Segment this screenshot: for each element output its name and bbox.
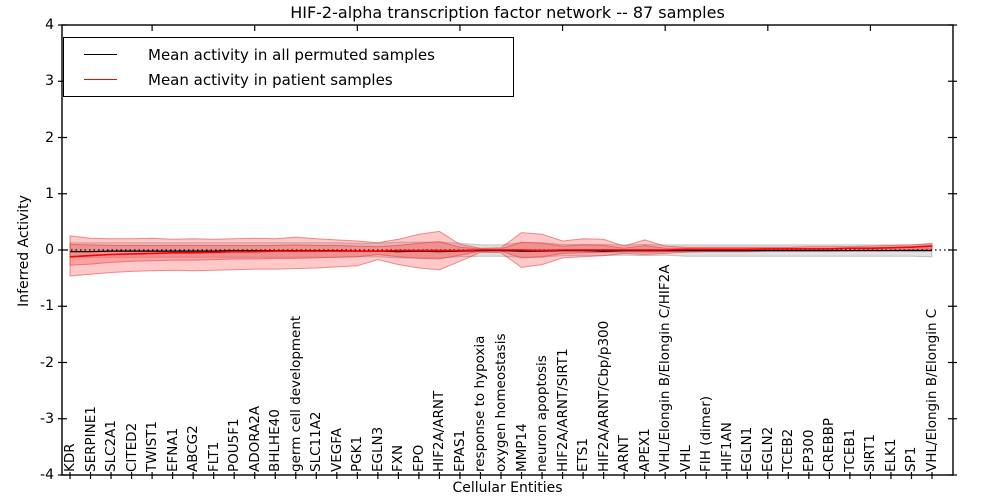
legend-label-patient: Mean activity in patient samples	[148, 70, 393, 89]
x-tick-label: FLT1	[205, 441, 222, 472]
legend-label-permuted: Mean activity in all permuted samples	[148, 45, 435, 64]
x-tick-label: HIF2A/ARNT/SIRT1	[554, 348, 571, 472]
x-tick-label: MMP14	[513, 423, 530, 472]
x-tick-label: EGLN3	[369, 426, 386, 472]
y-tick-label: -2	[40, 354, 54, 371]
legend: Mean activity in all permuted samples Me…	[63, 37, 514, 97]
x-tick-label: ETS1	[575, 438, 592, 472]
x-tick-label: oxygen homeostasis	[492, 333, 509, 473]
legend-line-sample-black	[84, 54, 117, 55]
x-tick-label: SLC2A1	[103, 420, 120, 472]
y-tick-label: 1	[45, 185, 54, 202]
x-tick-label: VHL/Elongin B/Elongin C/HIF2A	[657, 264, 674, 473]
legend-item-patient: Mean activity in patient samples	[64, 68, 513, 92]
x-tick-label: APEX1	[636, 428, 653, 472]
x-tick-label: KDR	[62, 443, 78, 472]
x-tick-label: ADORA2A	[246, 405, 263, 472]
y-tick-label: -1	[40, 298, 54, 315]
x-tick-label: ELK1	[882, 438, 899, 473]
x-tick-label: response to hypoxia	[472, 335, 489, 472]
x-tick-label: EPO	[410, 444, 427, 472]
x-tick-label: SLC11A2	[308, 411, 325, 472]
x-tick-label: VHL	[677, 445, 694, 472]
chart-title: HIF-2-alpha transcription factor network…	[290, 3, 725, 22]
x-tick-label: neuron apoptosis	[534, 355, 551, 472]
x-tick-label: TCEB2	[780, 428, 797, 472]
x-tick-label: TCEB1	[841, 428, 858, 472]
x-tick-label: ABCG2	[185, 425, 202, 472]
x-axis-label: Cellular Entities	[452, 480, 563, 496]
axes-frame	[61, 24, 954, 476]
x-tick-label: FXN	[390, 444, 407, 472]
x-tick-label: EFNA1	[164, 427, 181, 472]
y-tick-label: 4	[45, 17, 54, 33]
x-tick-label: EGLN2	[759, 426, 776, 472]
x-tick-label: POU5F1	[226, 418, 243, 472]
x-tick-label: TWIST1	[144, 421, 161, 472]
x-tick-label: FIH (dimer)	[698, 395, 715, 472]
patient-mean-line	[69, 245, 933, 258]
x-tick-label: EPAS1	[451, 429, 468, 472]
x-tick-label: SERPINE1	[82, 406, 99, 472]
x-tick-label: CREBBP	[821, 418, 838, 472]
x-tick-label: EP300	[800, 429, 817, 472]
legend-line-sample-red	[84, 79, 117, 80]
x-tick-label: CITED2	[123, 422, 140, 472]
y-tick-label: -3	[40, 410, 54, 427]
x-tick-label: germ cell development	[287, 315, 304, 472]
x-tick-label: VHL/Elongin B/Elongin C	[923, 308, 940, 472]
x-tick-label: EGLN1	[739, 426, 756, 472]
legend-item-permuted: Mean activity in all permuted samples	[64, 43, 513, 67]
y-tick-label: 3	[45, 73, 54, 90]
x-tick-label: SIRT1	[862, 434, 879, 472]
y-tick-label: 2	[45, 129, 54, 146]
x-tick-label: PGK1	[349, 435, 366, 472]
x-tick-label: BHLHE40	[267, 409, 284, 472]
band-patient-sample-inner-band	[69, 241, 933, 266]
x-tick-label: HIF2A/ARNT	[431, 390, 448, 472]
y-tick-label: 0	[45, 242, 54, 258]
x-tick-label: ARNT	[616, 435, 633, 472]
x-tick-label: HIF1AN	[718, 422, 735, 472]
y-tick-label: -4	[40, 467, 54, 483]
x-tick-label: SP1	[903, 446, 920, 472]
x-tick-label: HIF2A/ARNT/Cbp/p300	[595, 320, 612, 472]
x-tick-label: VEGFA	[328, 428, 345, 472]
shaded-bands	[69, 230, 933, 277]
